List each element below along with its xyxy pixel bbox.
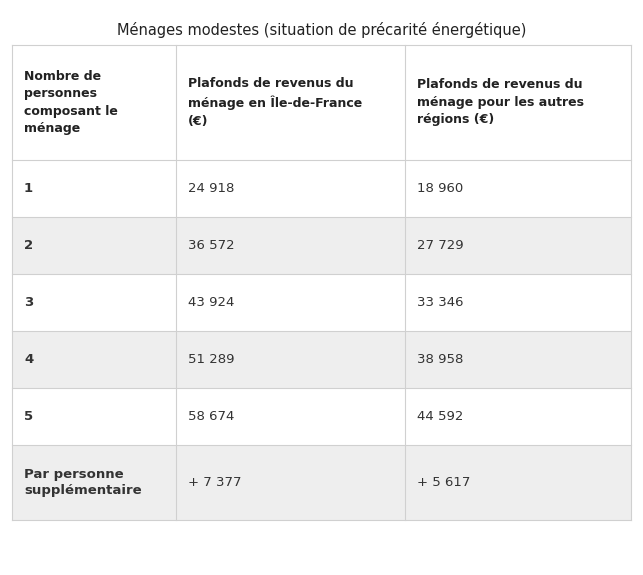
- Text: Par personne
supplémentaire: Par personne supplémentaire: [24, 467, 141, 497]
- Text: 3: 3: [24, 296, 33, 309]
- Text: 44 592: 44 592: [417, 410, 464, 423]
- Text: 36 572: 36 572: [188, 239, 235, 252]
- Text: Plafonds de revenus du
ménage en Île-de-France
(€): Plafonds de revenus du ménage en Île-de-…: [188, 78, 362, 128]
- Bar: [12, 445, 631, 520]
- Text: Nombre de
personnes
composant le
ménage: Nombre de personnes composant le ménage: [24, 70, 118, 135]
- Text: 1: 1: [24, 182, 33, 195]
- Bar: [12, 274, 631, 331]
- Text: Plafonds de revenus du
ménage pour les autres
régions (€): Plafonds de revenus du ménage pour les a…: [417, 79, 584, 126]
- Text: 43 924: 43 924: [188, 296, 235, 309]
- Bar: [12, 388, 631, 445]
- Text: 51 289: 51 289: [188, 353, 235, 366]
- Text: + 5 617: + 5 617: [417, 476, 471, 489]
- Text: 24 918: 24 918: [188, 182, 235, 195]
- Text: Ménages modestes (situation de précarité énergétique): Ménages modestes (situation de précarité…: [117, 22, 526, 38]
- Text: 38 958: 38 958: [417, 353, 464, 366]
- Text: + 7 377: + 7 377: [188, 476, 242, 489]
- Bar: [12, 217, 631, 274]
- Text: 2: 2: [24, 239, 33, 252]
- Bar: [12, 331, 631, 388]
- Text: 33 346: 33 346: [417, 296, 464, 309]
- Text: 58 674: 58 674: [188, 410, 235, 423]
- Text: 5: 5: [24, 410, 33, 423]
- Bar: [12, 45, 631, 160]
- Text: 18 960: 18 960: [417, 182, 464, 195]
- Text: 4: 4: [24, 353, 33, 366]
- Text: 27 729: 27 729: [417, 239, 464, 252]
- Bar: [12, 160, 631, 217]
